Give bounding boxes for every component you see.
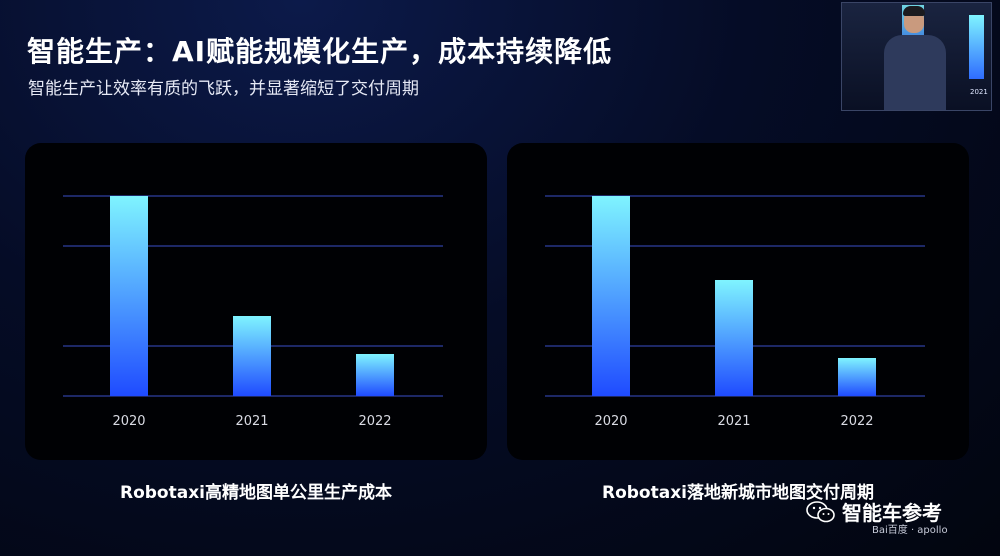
bar-2022 <box>356 354 394 396</box>
x-tick-label: 2022 <box>358 414 391 429</box>
baidu-apollo-logo: Bai百度 · apollo <box>872 525 948 536</box>
presenter-hair <box>903 6 925 16</box>
chart-panel-delivery-cycle: 2020 2021 2022 <box>507 143 969 460</box>
x-tick-label: 2022 <box>840 414 873 429</box>
watermark-text: 智能车参考 <box>842 501 942 525</box>
watermark: 智能车参考 <box>806 497 942 526</box>
chart-panel-map-cost: 2020 2021 2022 <box>25 143 487 460</box>
bar-2020 <box>110 196 148 396</box>
bar-2020 <box>592 196 630 396</box>
slide-title: 智能生产：AI赋能规模化生产，成本持续降低 <box>27 35 613 68</box>
video-chart-bar <box>969 15 984 79</box>
x-tick-label: 2020 <box>594 414 627 429</box>
wechat-icon <box>806 500 835 522</box>
chart-delivery-cycle: 2020 2021 2022 <box>545 195 925 429</box>
presenter-body <box>884 35 946 110</box>
chart-caption-map-cost: Robotaxi高精地图单公里生产成本 <box>119 483 392 503</box>
x-tick-label: 2021 <box>235 414 268 429</box>
chart-map-cost: 2020 2021 2022 <box>63 195 443 429</box>
x-tick-label: 2021 <box>717 414 750 429</box>
video-year-label: 2021 <box>970 88 988 96</box>
presenter-video: 2021 <box>841 2 992 111</box>
x-tick-label: 2020 <box>112 414 145 429</box>
bar-2021 <box>233 316 271 396</box>
chart-caption-delivery-cycle: Robotaxi落地新城市地图交付周期 <box>601 483 874 503</box>
bar-2022 <box>838 358 876 396</box>
slide-subtitle: 智能生产让效率有质的飞跃，并显著缩短了交付周期 <box>28 79 419 99</box>
bar-2021 <box>715 280 753 396</box>
